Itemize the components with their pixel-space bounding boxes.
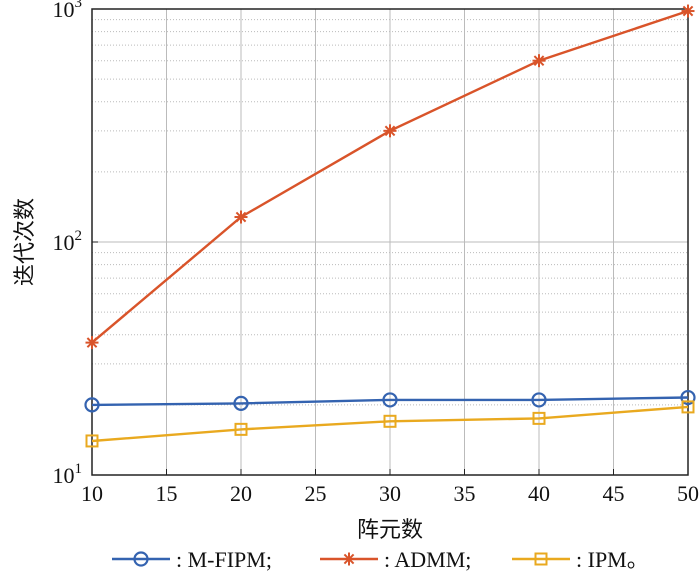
x-tick-label: 15 xyxy=(156,481,178,506)
x-tick-label: 50 xyxy=(677,481,699,506)
data-point xyxy=(532,411,546,425)
legend-item: : M-FIPM; xyxy=(112,547,272,572)
y-tick-label: 103 xyxy=(53,0,83,22)
data-point xyxy=(85,336,99,350)
series-line xyxy=(91,405,689,443)
legend-label: : IPM。 xyxy=(576,547,649,572)
x-axis-title: 阵元数 xyxy=(357,518,423,543)
y-tick-label: 102 xyxy=(53,228,83,255)
series-0 xyxy=(84,389,696,413)
x-tick-label: 20 xyxy=(230,481,252,506)
data-point xyxy=(383,124,397,138)
data-point xyxy=(532,54,546,68)
legend: : M-FIPM; : ADMM; : IPM。 xyxy=(112,547,649,572)
data-point xyxy=(382,392,398,408)
x-tick-label: 25 xyxy=(305,481,327,506)
data-point xyxy=(681,4,695,18)
series-line xyxy=(91,396,689,407)
data-point xyxy=(680,389,696,406)
legend-marker xyxy=(133,551,149,567)
legend-item: : ADMM; xyxy=(320,547,471,572)
data-point xyxy=(531,392,547,408)
y-tick-label: 101 xyxy=(53,461,83,488)
data-point xyxy=(233,395,249,411)
data-point xyxy=(681,400,695,414)
grid xyxy=(91,9,689,475)
legend-marker xyxy=(534,552,548,566)
legend-item: : IPM。 xyxy=(512,547,649,572)
x-tick-label: 45 xyxy=(603,481,625,506)
x-tick-label: 35 xyxy=(454,481,476,506)
series-group xyxy=(84,4,696,448)
legend-label: : ADMM; xyxy=(384,547,471,572)
data-point xyxy=(383,414,397,428)
x-tick-label: 30 xyxy=(379,481,401,506)
x-axis: 10 15 20 25 30 35 40 45 50 xyxy=(81,469,699,506)
legend-label: : M-FIPM; xyxy=(176,547,272,572)
x-tick-label: 40 xyxy=(528,481,550,506)
data-point xyxy=(234,210,248,224)
series-1 xyxy=(85,4,695,350)
data-point xyxy=(234,422,248,436)
series-2 xyxy=(85,400,695,448)
x-tick-label: 10 xyxy=(81,481,103,506)
data-point xyxy=(84,397,100,413)
legend-marker xyxy=(342,552,356,566)
y-axis-title: 迭代次数 xyxy=(13,198,38,286)
y-axis: 101 102 103 xyxy=(53,0,98,488)
data-point xyxy=(85,434,99,448)
